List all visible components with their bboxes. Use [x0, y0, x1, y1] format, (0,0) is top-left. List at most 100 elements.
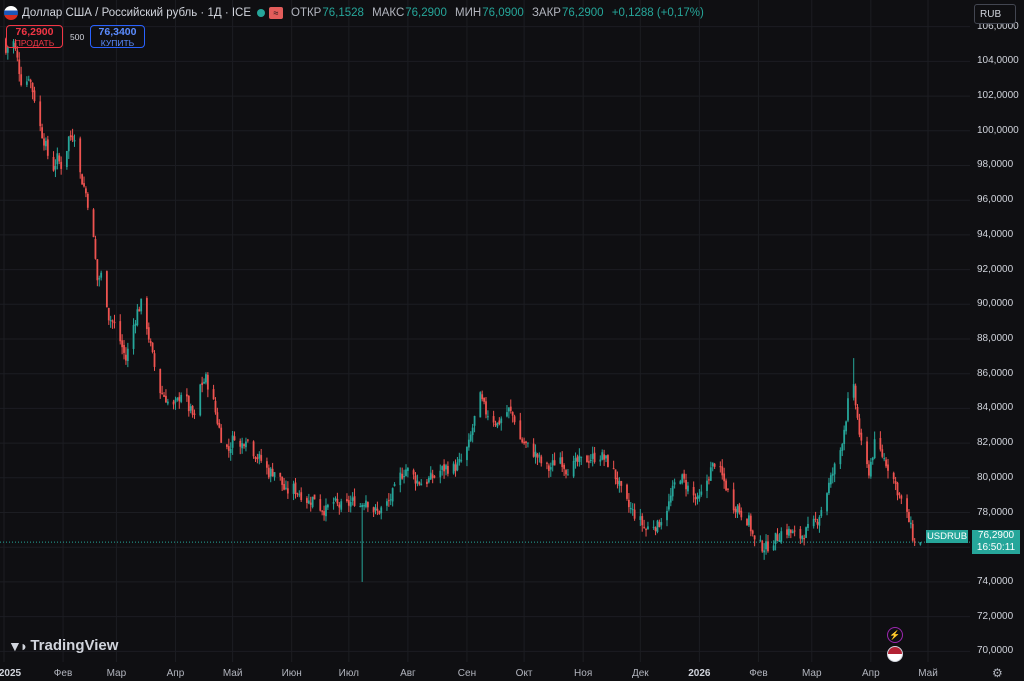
candle-body	[547, 465, 550, 471]
candle-body	[27, 79, 30, 81]
candle-body	[833, 463, 836, 475]
candle-body	[12, 41, 15, 48]
candle-body	[799, 529, 802, 539]
candle-body	[427, 477, 430, 483]
candle-body	[323, 511, 325, 516]
candle-body	[119, 321, 122, 342]
candle-body	[847, 398, 849, 421]
y-tick-label: 74,0000	[977, 575, 1014, 587]
candle-body	[306, 498, 308, 503]
candle-body	[296, 493, 299, 495]
candle-body	[553, 460, 556, 466]
candle-body	[165, 395, 167, 403]
candle-body	[447, 465, 449, 474]
candle-body	[854, 385, 857, 406]
candle-body	[387, 500, 390, 502]
candle-body	[831, 473, 834, 476]
candle-body	[858, 418, 861, 435]
candle-body	[601, 452, 604, 460]
x-tick-label: Сен	[457, 668, 477, 679]
candle-body	[229, 448, 232, 454]
candle-body	[313, 494, 316, 500]
candle-body	[58, 155, 61, 162]
candle-body	[696, 496, 699, 499]
candle-body	[536, 453, 539, 458]
indicator-wave-icon[interactable]: ≈	[269, 7, 284, 19]
candle-body	[321, 510, 324, 512]
candle-body	[551, 460, 554, 466]
lightning-event-icon[interactable]: ⚡	[887, 627, 903, 643]
y-tick-label: 102,0000	[977, 90, 1019, 102]
candle-body	[39, 101, 42, 127]
open-value: 76,1528	[322, 7, 364, 19]
candle-body	[226, 444, 228, 447]
candle-body	[641, 516, 644, 526]
candle-body	[900, 495, 903, 499]
candle-body	[269, 468, 272, 477]
candle-body	[412, 470, 415, 475]
candle-body	[233, 436, 236, 441]
low-value: 76,0900	[482, 7, 524, 19]
us-flag-event-icon[interactable]	[887, 646, 903, 662]
candle-body	[361, 504, 364, 508]
bar-countdown: 16:50:11	[976, 542, 1016, 553]
tradingview-logo[interactable]: ▼◗ TradingView	[8, 637, 118, 654]
candle-body	[485, 401, 487, 415]
candle-body	[20, 74, 23, 86]
settings-gear-icon[interactable]: ⚙	[992, 666, 1003, 680]
candle-body	[25, 81, 28, 85]
candle-body	[909, 522, 912, 525]
candle-body	[149, 341, 152, 344]
x-tick-label: Мар	[801, 668, 822, 679]
candle-body	[52, 156, 55, 171]
x-tick-label: Дек	[631, 668, 649, 679]
y-tick-label: 86,0000	[977, 367, 1014, 379]
candle-body	[29, 79, 32, 83]
currency-selector[interactable]: RUB	[974, 4, 1016, 24]
candle-body	[479, 392, 482, 418]
candle-body	[814, 518, 817, 520]
change-value: +0,1288 (+0,17%)	[611, 7, 704, 19]
candle-body	[452, 463, 455, 474]
candle-body	[885, 459, 887, 467]
close-value: 76,2900	[561, 7, 604, 19]
candle-body	[460, 460, 463, 462]
candle-body	[433, 476, 436, 478]
candle-body	[519, 420, 522, 440]
candle-body	[736, 506, 739, 514]
candle-body	[652, 526, 655, 528]
candle-body	[54, 165, 57, 170]
candle-body	[334, 498, 337, 501]
y-tick-label: 88,0000	[977, 333, 1014, 344]
candle-body	[654, 527, 657, 532]
candle-body	[159, 368, 162, 394]
candle-body	[868, 464, 870, 476]
candle-body	[683, 473, 686, 479]
candle-body	[267, 467, 270, 478]
candle-body	[721, 466, 724, 476]
candle-body	[325, 505, 327, 517]
sell-button[interactable]: 76,2900 ПРОДАТЬ	[6, 25, 63, 48]
chart-area[interactable]	[0, 0, 970, 662]
candle-body	[767, 541, 769, 552]
y-tick-label: 78,0000	[977, 506, 1014, 518]
candle-body	[471, 427, 474, 436]
open-label: ОТКР	[291, 7, 322, 19]
market-status-icon[interactable]	[257, 9, 266, 17]
buy-button[interactable]: 76,3400 КУПИТЬ	[90, 25, 145, 48]
candle-body	[67, 136, 70, 152]
candle-body	[660, 522, 663, 526]
candle-body	[786, 529, 788, 535]
candle-body	[746, 518, 748, 526]
candle-body	[709, 467, 712, 481]
symbol-header: Доллар США / Российский рубль · 1Д · ICE…	[0, 4, 709, 22]
symbol-title[interactable]: Доллар США / Российский рубль · 1Д · ICE	[22, 7, 252, 19]
candle-body	[260, 455, 263, 461]
candle-body	[911, 523, 914, 541]
candle-body	[645, 529, 647, 531]
candle-body	[185, 394, 188, 397]
candle-body	[86, 193, 89, 208]
candle-body	[778, 540, 781, 542]
candle-body	[591, 453, 594, 459]
candlestick-chart[interactable]	[0, 0, 970, 662]
